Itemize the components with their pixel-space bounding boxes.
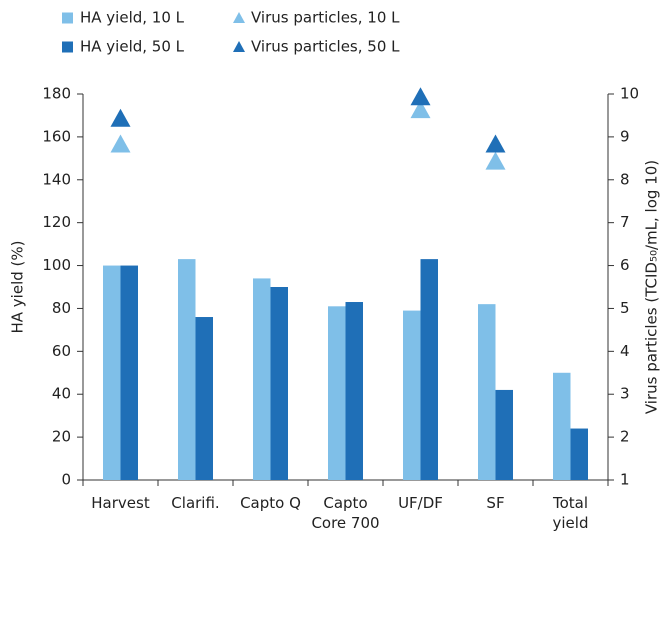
bar — [120, 265, 138, 480]
y2-tick-label: 7 — [620, 213, 630, 231]
bar — [270, 287, 288, 480]
marker — [485, 134, 506, 153]
y2-tick-label: 5 — [620, 299, 630, 317]
marker — [110, 108, 131, 127]
bar — [253, 278, 271, 480]
y-tick-label: 140 — [42, 170, 71, 188]
legend-label: HA yield, 50 L — [80, 38, 185, 56]
x-tick-label: Clarifi. — [171, 494, 220, 512]
legend-swatch — [62, 12, 73, 24]
marker — [110, 134, 131, 153]
y2-axis-label: Virus particles (TCID₅₀/mL, log 10) — [643, 160, 661, 414]
marker — [410, 100, 431, 119]
x-tick-label: Capto Q — [240, 494, 301, 512]
bar — [103, 265, 121, 480]
y2-tick-label: 6 — [620, 256, 630, 274]
y-tick-label: 180 — [42, 85, 71, 103]
bar — [553, 372, 571, 480]
y-tick-label: 160 — [42, 127, 71, 145]
bar — [495, 389, 513, 480]
legend-label: Virus particles, 50 L — [251, 38, 400, 56]
y-tick-label: 20 — [52, 428, 71, 446]
y2-tick-label: 9 — [620, 127, 630, 145]
bar — [403, 310, 421, 480]
bar — [178, 259, 196, 480]
y2-tick-label: 1 — [620, 471, 630, 489]
bar — [420, 259, 438, 480]
legend-swatch — [62, 41, 73, 53]
legend-label: HA yield, 10 L — [80, 9, 185, 27]
y2-tick-label: 2 — [620, 428, 630, 446]
y-tick-label: 100 — [42, 256, 71, 274]
y-tick-label: 0 — [61, 471, 71, 489]
bar — [345, 302, 363, 480]
x-tick-label: SF — [486, 494, 505, 512]
y2-tick-label: 3 — [620, 385, 630, 403]
legend-swatch — [233, 12, 245, 23]
y-tick-label: 80 — [52, 299, 71, 317]
x-tick-label: Total yield — [552, 494, 589, 532]
y2-tick-label: 8 — [620, 170, 630, 188]
y2-tick-label: 4 — [620, 342, 630, 360]
x-tick-label: Capto Core 700 — [311, 494, 380, 532]
bar — [478, 304, 496, 480]
bar — [328, 306, 346, 480]
y-tick-label: 60 — [52, 342, 71, 360]
x-tick-label: Harvest — [91, 494, 150, 512]
legend-swatch — [233, 41, 245, 52]
x-tick-label: UF/DF — [398, 494, 443, 512]
y-tick-label: 120 — [42, 213, 71, 231]
y-axis-label: HA yield (%) — [9, 241, 27, 334]
marker — [410, 87, 431, 106]
bar — [195, 317, 213, 480]
marker — [485, 151, 506, 170]
y-tick-label: 40 — [52, 385, 71, 403]
bar — [570, 428, 588, 480]
legend-label: Virus particles, 10 L — [251, 9, 400, 27]
y2-tick-label: 10 — [620, 85, 639, 103]
